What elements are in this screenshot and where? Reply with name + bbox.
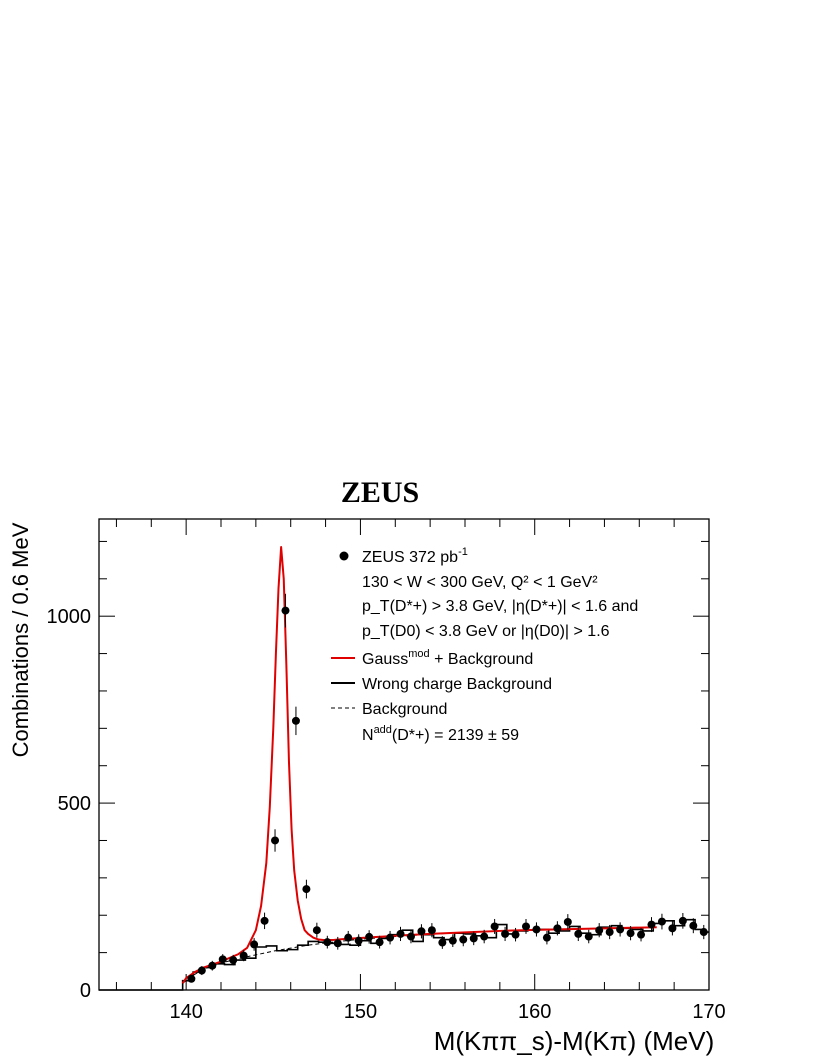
x-tick-label: 150 (344, 1001, 377, 1023)
data-point (511, 930, 520, 939)
data-point (574, 929, 583, 938)
y-tick-label: 1000 (47, 606, 92, 628)
data-point (344, 933, 353, 942)
legend-nadd-sup: add (374, 724, 392, 736)
data-point (239, 951, 248, 960)
data-point (438, 938, 447, 947)
data-point (333, 939, 342, 948)
data-point (480, 932, 489, 941)
data-point (490, 922, 499, 931)
legend-cut-3: p_T(D0) < 3.8 GeV or |η(D0)| > 1.6 (362, 623, 610, 640)
data-point (542, 933, 551, 942)
plot-frame (98, 518, 710, 991)
x-axis-title: M(Kππ_s)-M(Kπ) (MeV) (434, 1026, 715, 1056)
data-point (637, 930, 646, 939)
data-point (626, 929, 635, 938)
data-point (595, 926, 604, 935)
data-point (312, 926, 321, 935)
legend-label-fit-text: Gauss (362, 651, 408, 668)
data-point (417, 927, 426, 936)
data-point (605, 928, 614, 937)
legend-nadd-text: N (362, 727, 374, 744)
data-point (365, 932, 374, 941)
data-point (271, 836, 280, 845)
data-point (375, 938, 384, 947)
data-point (459, 935, 468, 944)
x-tick-label: 160 (518, 1001, 551, 1023)
data-point (501, 929, 510, 938)
data-point (396, 929, 405, 938)
data-point (563, 917, 572, 926)
data-point (647, 920, 656, 929)
legend-label-data-sup: -1 (458, 546, 468, 558)
data-point (532, 925, 541, 934)
legend-label-fit-sup: mod (408, 648, 429, 660)
legend-label-fit: Gaussmod + Background (362, 648, 533, 668)
data-point (250, 940, 259, 949)
data-point (553, 924, 562, 933)
legend-cut-1: 130 < W < 300 GeV, Q² < 1 GeV² (362, 574, 598, 591)
legend-label-background: Background (362, 701, 447, 718)
data-point (354, 936, 363, 945)
legend-label-wrong-charge: Wrong charge Background (362, 676, 552, 693)
y-tick-label: 500 (58, 793, 91, 815)
data-point (323, 938, 332, 947)
series-layer (99, 546, 709, 991)
data-point (657, 917, 666, 926)
legend-nadd: Nadd(D*+) = 2139 ± 59 (362, 724, 519, 744)
plot-border (98, 518, 710, 991)
data-point (689, 921, 698, 930)
data-point (427, 926, 436, 935)
data-point (469, 934, 478, 943)
data-point (584, 932, 593, 941)
legend-label-data-text: ZEUS 372 pb (362, 549, 458, 566)
data-point (668, 924, 677, 933)
data-point (699, 928, 708, 937)
legend-label-fit-rest: + Background (430, 651, 534, 668)
y-tick-label: 0 (80, 980, 91, 1002)
data-point (616, 925, 625, 934)
legend: ZEUS 372 pb-1 130 < W < 300 GeV, Q² < 1 … (331, 546, 638, 744)
data-point (229, 956, 238, 965)
data-point (291, 716, 300, 725)
legend-cut-2: p_T(D*+) > 3.8 GeV, |η(D*+)| < 1.6 and (362, 598, 638, 615)
data-point (187, 974, 196, 983)
data-point (302, 885, 311, 894)
data-point (197, 966, 206, 975)
series-background-dashed (182, 926, 657, 984)
chart-title: ZEUS (341, 476, 419, 509)
y-axis-title: Combinations / 0.6 MeV (8, 522, 33, 757)
legend-nadd-rest: (D*+) = 2139 ± 59 (392, 727, 519, 744)
data-point (386, 933, 395, 942)
data-point (281, 606, 290, 615)
axis-tick-labels: 140 150 160 170 0 500 1000 (47, 606, 726, 1023)
data-point (260, 916, 269, 925)
data-point (208, 961, 217, 970)
data-point (678, 916, 687, 925)
data-point (448, 936, 457, 945)
series-fit-line (181, 546, 657, 984)
legend-marker-data (339, 551, 349, 561)
data-point (406, 932, 415, 941)
data-point (522, 922, 530, 931)
legend-label-data: ZEUS 372 pb-1 (362, 546, 468, 566)
data-point (218, 955, 227, 964)
x-tick-label: 170 (692, 1001, 725, 1023)
x-tick-label: 140 (169, 1001, 202, 1023)
